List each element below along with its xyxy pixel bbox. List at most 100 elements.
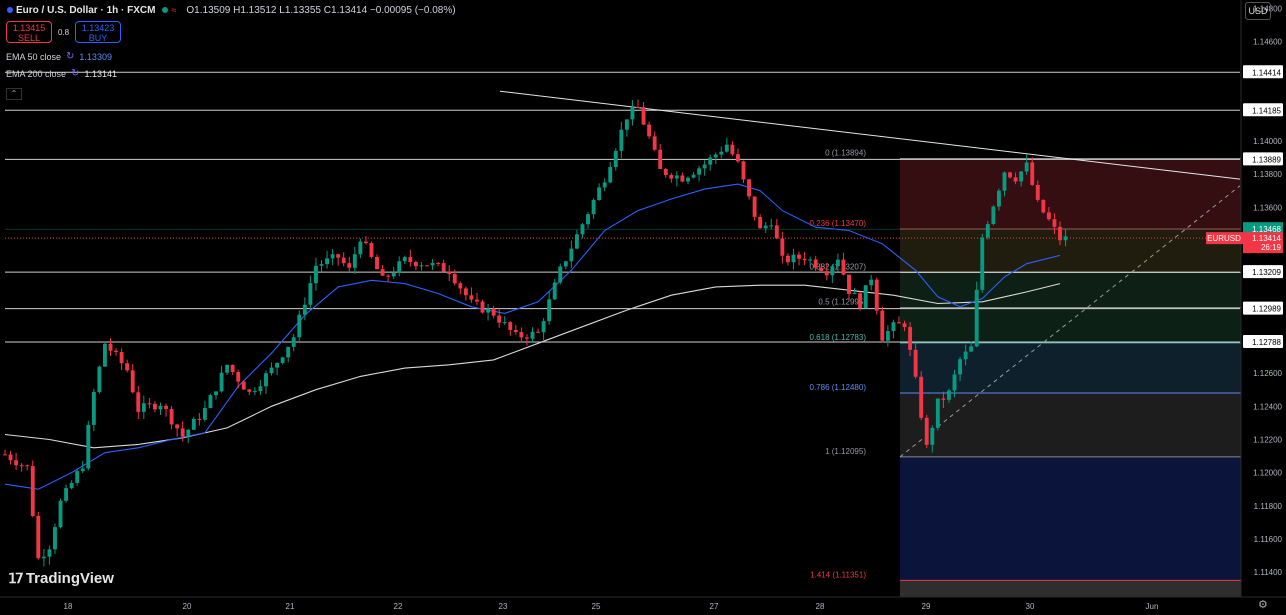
x-tick-label: 28: [816, 602, 825, 611]
candle-body: [686, 177, 690, 182]
candle-body: [974, 289, 979, 347]
candle-body: [697, 168, 702, 175]
candle-body: [774, 225, 779, 239]
settings-gear-icon[interactable]: ⚙: [1258, 599, 1268, 611]
x-tick-label: 30: [1026, 602, 1035, 611]
candle-body: [908, 327, 913, 350]
resistance-trendline[interactable]: [499, 90, 1241, 180]
y-tick-label: 1.13600: [1253, 203, 1282, 212]
indicator-ema200[interactable]: EMA 200 close ↻ 1.13141: [6, 67, 117, 80]
indicator-ema50[interactable]: EMA 50 close ↻ 1.13309: [6, 50, 112, 63]
candle-body: [191, 418, 196, 430]
currency-button[interactable]: USD: [1245, 2, 1271, 20]
tradingview-logo: ⁠𝟣𝟩 TradingView: [8, 570, 114, 587]
candle-body: [358, 241, 363, 255]
candle-body: [674, 175, 679, 179]
candle-body: [991, 206, 996, 225]
candle-body: [525, 337, 529, 339]
candle-body: [236, 371, 241, 382]
candle-body: [69, 482, 74, 489]
ohlc-change: −0.00095 (−0.08%): [369, 4, 456, 16]
candle-body: [402, 257, 407, 262]
candle-body: [336, 254, 341, 258]
ema50-line: [4, 183, 1061, 490]
candle-body: [64, 488, 69, 501]
candle-body: [136, 392, 141, 412]
y-tick-label: 1.14600: [1253, 37, 1282, 46]
x-tick-label: Jun: [1146, 602, 1159, 611]
logo-text: TradingView: [25, 570, 114, 587]
candle-body: [1013, 177, 1018, 182]
support-trendline[interactable]: [899, 185, 1241, 458]
fib-level-label: 1 (1.12095): [825, 447, 866, 456]
fib-zone: [900, 158, 1243, 229]
price-scale[interactable]: [1241, 0, 1286, 597]
candle-body: [619, 129, 624, 151]
price-level-tag-text: 1.12788: [1252, 338, 1281, 347]
candle-body: [369, 243, 374, 257]
symbol-name[interactable]: Euro / U.S. Dollar · 1h · FXCM: [16, 4, 156, 16]
sell-label: SELL: [17, 33, 41, 43]
candle-body: [480, 301, 485, 313]
x-tick-label: 22: [394, 602, 403, 611]
candle-body: [508, 322, 513, 330]
collapse-legend-icon[interactable]: ⌃: [6, 88, 22, 100]
bar-countdown-text: 26:19: [1261, 243, 1282, 252]
ohlc-high: H1.13512: [233, 4, 277, 16]
ohlc-low: L1.13355: [279, 4, 321, 16]
sell-button[interactable]: 1.13415 SELL: [6, 21, 52, 43]
candle-body: [258, 386, 263, 392]
fib-level-label: 1.414 (1.11351): [810, 570, 866, 579]
candle-body: [202, 408, 207, 420]
candle-body: [652, 136, 657, 150]
candle-body: [247, 389, 252, 392]
candle-body: [325, 258, 329, 265]
candle-body: [613, 150, 618, 168]
candle-body: [897, 322, 901, 324]
candle-body: [852, 293, 857, 295]
time-axis[interactable]: [0, 597, 1286, 615]
y-tick-label: 1.11400: [1254, 568, 1283, 577]
candle-body: [813, 259, 818, 268]
candle-body: [824, 271, 829, 276]
candle-body: [1041, 199, 1046, 213]
candle-body: [663, 169, 668, 176]
candle-body: [708, 157, 713, 165]
replay-icon[interactable]: ≈: [171, 5, 177, 15]
candle-body: [264, 373, 268, 387]
market-open-icon: [162, 7, 169, 13]
buy-button[interactable]: 1.13423 BUY: [75, 21, 121, 43]
price-level-tag: [1243, 152, 1283, 166]
price-level-tag: [1243, 103, 1283, 117]
fib-zone: [900, 228, 1243, 273]
candle-body: [147, 403, 152, 405]
candle-body: [669, 175, 674, 179]
candle-body: [430, 262, 435, 266]
candle-body: [97, 366, 102, 393]
candle-body: [214, 391, 218, 396]
candle-body: [441, 263, 446, 272]
candle-body: [691, 174, 696, 178]
candle-body: [225, 364, 230, 373]
indicator-value: 1.13141: [84, 68, 117, 79]
buy-label: BUY: [88, 33, 108, 43]
candle-body: [252, 391, 257, 393]
x-tick-label: 29: [922, 602, 931, 611]
candle-body: [985, 224, 990, 238]
candle-body: [125, 363, 130, 371]
candle-body: [1058, 226, 1062, 241]
candle-body: [130, 370, 135, 393]
ohlc-open: O1.13509: [186, 4, 231, 16]
candle-body: [530, 331, 535, 339]
candle-body: [302, 304, 307, 315]
candle-body: [58, 500, 63, 528]
candle-body: [902, 323, 907, 328]
candle-body: [447, 271, 452, 275]
candle-body: [319, 264, 324, 266]
x-tick-label: 23: [499, 602, 508, 611]
loading-icon: ↻: [66, 51, 75, 62]
candle-body: [563, 261, 568, 267]
candle-body: [752, 196, 757, 217]
fib-zone: [900, 272, 1243, 308]
